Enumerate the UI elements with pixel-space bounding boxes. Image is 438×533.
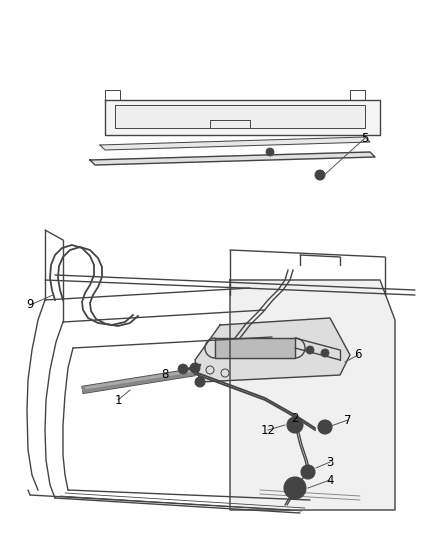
Circle shape — [190, 363, 200, 373]
Text: 5: 5 — [361, 132, 369, 144]
Circle shape — [284, 477, 306, 499]
Circle shape — [290, 483, 300, 493]
Polygon shape — [115, 105, 365, 128]
Polygon shape — [105, 100, 380, 135]
Circle shape — [306, 346, 314, 354]
Circle shape — [315, 170, 325, 180]
Circle shape — [301, 465, 315, 479]
Polygon shape — [100, 137, 370, 150]
Polygon shape — [215, 338, 295, 358]
Text: 1: 1 — [114, 393, 122, 407]
Circle shape — [291, 421, 299, 429]
Circle shape — [195, 377, 205, 387]
Circle shape — [305, 469, 311, 475]
Text: 8: 8 — [161, 368, 169, 382]
Text: 12: 12 — [261, 424, 276, 437]
Text: 2: 2 — [291, 411, 299, 424]
Circle shape — [178, 364, 188, 374]
Text: 3: 3 — [326, 456, 334, 469]
Circle shape — [318, 420, 332, 434]
Text: 7: 7 — [344, 414, 352, 426]
Circle shape — [287, 417, 303, 433]
Text: 4: 4 — [326, 473, 334, 487]
Circle shape — [321, 423, 329, 431]
Polygon shape — [230, 280, 395, 510]
Circle shape — [321, 349, 329, 357]
Circle shape — [266, 148, 274, 156]
Polygon shape — [90, 152, 375, 165]
Text: 6: 6 — [354, 349, 362, 361]
Text: 9: 9 — [26, 298, 34, 311]
Polygon shape — [195, 318, 350, 382]
